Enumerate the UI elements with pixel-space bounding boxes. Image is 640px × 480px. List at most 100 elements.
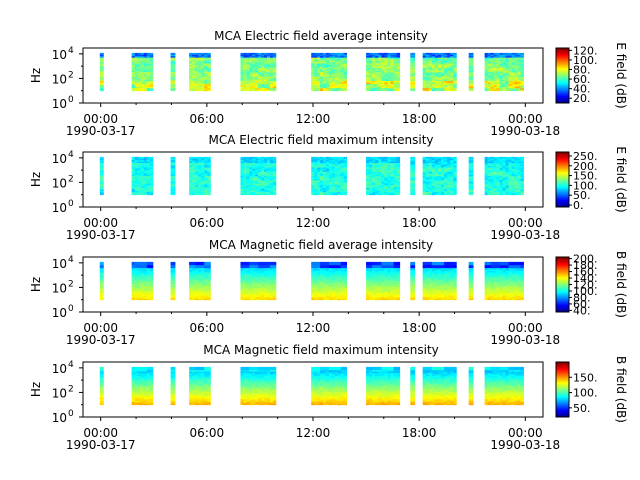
colorbar-tick-label: 20.	[573, 92, 591, 105]
colorbar-tick-label: 140.	[573, 272, 598, 285]
data-strip	[240, 366, 277, 406]
data-strip	[240, 52, 277, 92]
x-tick-label: 06:00	[190, 112, 225, 126]
x-date-label: 1990-03-18	[490, 124, 560, 138]
y-tick-exponent: 0	[68, 409, 74, 419]
x-tick-label: 00:00	[83, 321, 118, 335]
data-strip	[170, 52, 176, 92]
colorbar-tick-label: 200.	[573, 253, 598, 266]
colorbar: 40.60.80.100.120.140.160.180.200. B field…	[555, 251, 628, 318]
data-strip	[189, 366, 211, 406]
data-strip	[99, 366, 104, 406]
data-strip	[410, 261, 416, 301]
y-tick-exponent: 4	[68, 255, 74, 265]
panel-title: MCA Magnetic field maximum intensity	[203, 343, 439, 357]
x-tick-label: 00:00	[83, 216, 118, 230]
data-strip	[189, 52, 211, 92]
x-tick-label: 18:00	[402, 112, 437, 126]
colorbar-tick-label: 120.	[573, 279, 598, 292]
data-strip	[189, 156, 211, 196]
panel-title: MCA Electric field average intensity	[214, 29, 428, 43]
y-tick-label: 10	[52, 257, 67, 271]
panel-title: MCA Magnetic field average intensity	[209, 238, 433, 252]
y-tick-exponent: 4	[68, 150, 74, 160]
colorbar-tick-label: 60.	[573, 73, 591, 86]
x-date-label: 1990-03-18	[490, 333, 560, 347]
data-strip	[170, 366, 176, 406]
y-axis-label: Hz	[29, 172, 43, 187]
data-strip	[366, 366, 401, 406]
y-axis-label: Hz	[29, 382, 43, 397]
colorbar-tick-label: 180.	[573, 259, 598, 272]
x-tick-label: 18:00	[402, 321, 437, 335]
colorbar-tick-label: 60.	[573, 298, 591, 311]
x-tick-label: 18:00	[402, 426, 437, 440]
y-tick-label: 10	[52, 386, 67, 400]
y-tick-label: 10	[52, 97, 67, 111]
x-date-label: 1990-03-17	[66, 124, 136, 138]
data-strip	[468, 52, 474, 92]
x-tick-label: 12:00	[296, 426, 331, 440]
data-strip	[422, 366, 457, 406]
x-tick-label: 06:00	[190, 216, 225, 230]
data-strip	[131, 156, 154, 196]
data-strip	[422, 156, 457, 196]
data-strip	[366, 52, 401, 92]
data-strip	[170, 261, 176, 301]
colorbar: 50. 100. 150. B field (dB)	[555, 356, 628, 423]
colorbar-tick-label: 0.	[573, 199, 584, 212]
colorbar: 20.40.60.80.100.120. E field (dB)	[555, 42, 628, 109]
colorbar-tick-label: 150.	[573, 170, 598, 183]
data-strip	[484, 261, 524, 301]
x-tick-label: 00:00	[508, 112, 543, 126]
data-strip	[99, 52, 104, 92]
colorbar-tick-label: 100.	[573, 285, 598, 298]
y-tick-label: 10	[52, 48, 67, 62]
data-strip	[422, 52, 457, 92]
y-tick-exponent: 4	[68, 360, 74, 370]
x-tick-label: 06:00	[190, 426, 225, 440]
panel-title: MCA Electric field maximum intensity	[208, 133, 433, 147]
y-tick-label: 10	[52, 411, 67, 425]
colorbar-tick-label: 250.	[573, 150, 598, 163]
data-strip	[170, 156, 176, 196]
x-tick-label: 00:00	[508, 216, 543, 230]
data-strip	[410, 366, 416, 406]
y-tick-exponent: 2	[68, 174, 74, 184]
panel-3: MCA Magnetic field average intensity 10 0 1…	[29, 238, 628, 347]
data-strip	[99, 156, 104, 196]
x-date-label: 1990-03-18	[490, 438, 560, 452]
colorbar-tick-label: 80.	[573, 64, 591, 77]
data-strip	[311, 52, 348, 92]
data-strip	[240, 261, 277, 301]
data-strip	[484, 366, 524, 406]
colorbar-tick-label: 200.	[573, 160, 598, 173]
colorbar-tick-label: 100.	[573, 54, 598, 67]
y-tick-exponent: 0	[68, 304, 74, 314]
colorbar-tick-label: 120.	[573, 44, 598, 57]
colorbar-frame	[555, 47, 570, 104]
y-axis-label: Hz	[29, 277, 43, 292]
colorbar-tick-label: 40.	[573, 83, 591, 96]
colorbar-frame	[555, 151, 570, 208]
data-strip	[468, 156, 474, 196]
data-strip	[131, 261, 154, 301]
data-strip	[311, 366, 348, 406]
y-tick-exponent: 4	[68, 46, 74, 56]
data-strip	[99, 261, 104, 301]
x-date-label: 1990-03-17	[66, 438, 136, 452]
y-tick-exponent: 2	[68, 384, 74, 394]
y-tick-label: 10	[52, 152, 67, 166]
data-strip	[468, 261, 474, 301]
colorbar-label: E field (dB)	[614, 42, 628, 108]
colorbar-label: E field (dB)	[614, 146, 628, 212]
x-date-label: 1990-03-18	[490, 228, 560, 242]
data-strip	[422, 261, 457, 301]
y-tick-exponent: 2	[68, 279, 74, 289]
x-date-label: 1990-03-17	[66, 333, 136, 347]
data-strip	[366, 156, 401, 196]
x-tick-label: 06:00	[190, 321, 225, 335]
x-tick-label: 12:00	[296, 112, 331, 126]
